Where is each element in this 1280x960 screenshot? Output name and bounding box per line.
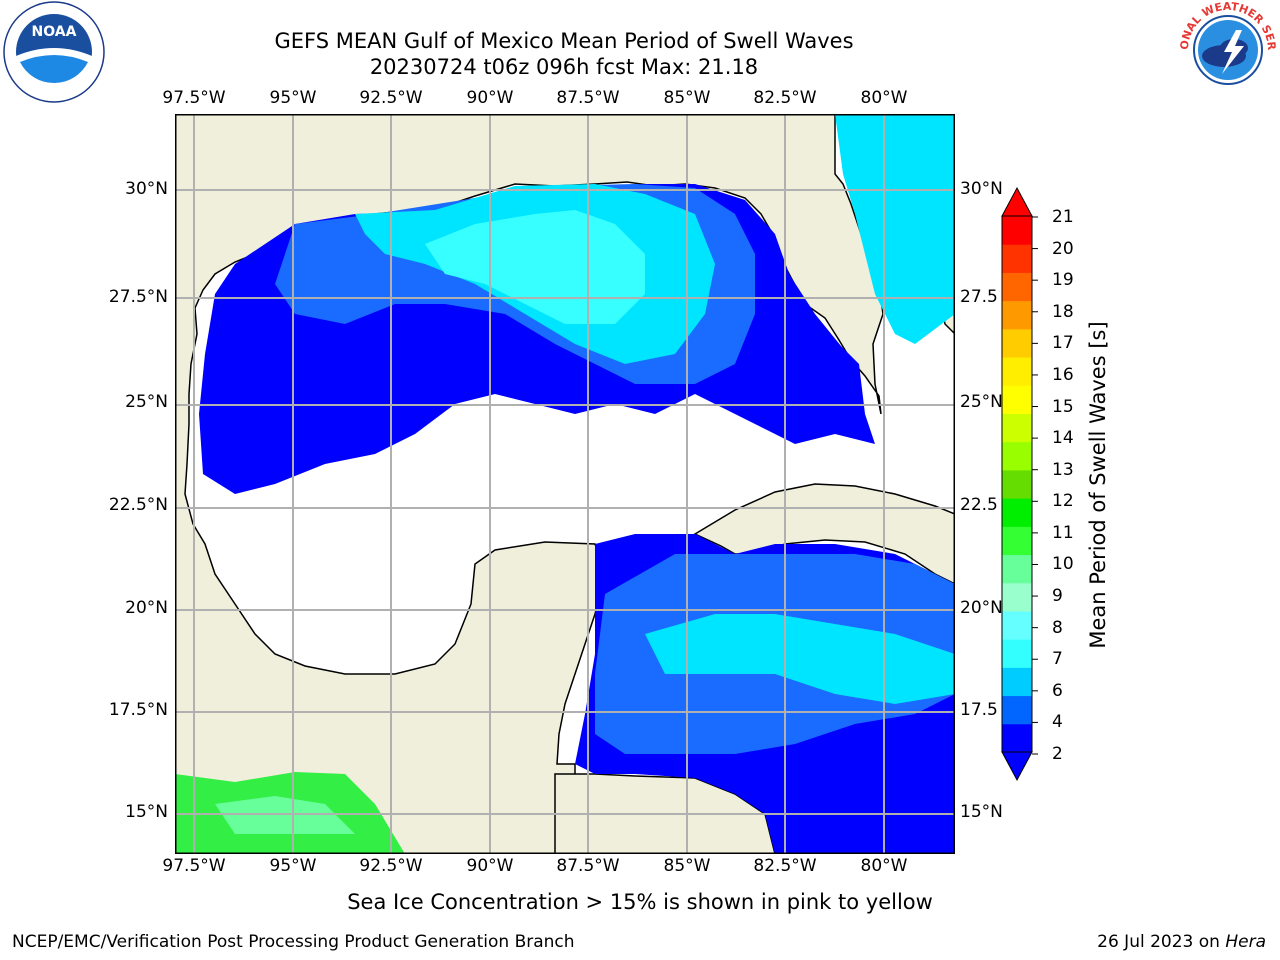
colorbar-tick-label: 6 bbox=[1052, 680, 1063, 701]
colorbar-tick-label: 9 bbox=[1052, 586, 1063, 607]
latitude-label: 22.5 bbox=[960, 495, 998, 515]
colorbar-tick-label: 20 bbox=[1052, 238, 1074, 259]
latitude-label: 27.5 bbox=[960, 287, 998, 307]
colorbar-tick-label: 16 bbox=[1052, 364, 1074, 385]
latitude-label: 30°N bbox=[125, 179, 168, 199]
footer-note: Sea Ice Concentration > 15% is shown in … bbox=[347, 890, 933, 914]
colorbar-segment bbox=[1002, 300, 1032, 330]
colorbar-segment bbox=[1002, 216, 1032, 245]
longitude-label: 95°W bbox=[269, 88, 317, 108]
longitude-label: 90°W bbox=[466, 856, 514, 876]
colorbar-tick-label: 7 bbox=[1052, 649, 1063, 670]
latitude-label: 30°N bbox=[960, 179, 1003, 199]
longitude-label: 92.5°W bbox=[359, 88, 423, 108]
longitude-label: 82.5°W bbox=[753, 88, 817, 108]
longitude-label: 87.5°W bbox=[556, 88, 620, 108]
colorbar-tick-label: 17 bbox=[1052, 333, 1074, 354]
colorbar-segment bbox=[1002, 639, 1032, 668]
colorbar-tick-label: 19 bbox=[1052, 270, 1074, 291]
credit-text: NCEP/EMC/Verification Post Processing Pr… bbox=[12, 932, 575, 952]
colorbar-segment bbox=[1002, 469, 1032, 499]
colorbar-segment bbox=[1002, 582, 1032, 612]
latitude-label: 15°N bbox=[125, 802, 168, 822]
longitude-label: 82.5°W bbox=[753, 856, 817, 876]
gridlines bbox=[175, 114, 955, 854]
colorbar-tick-label: 18 bbox=[1052, 301, 1074, 322]
latitude-label: 17.5°N bbox=[108, 700, 168, 720]
latitude-label: 27.5°N bbox=[108, 287, 168, 307]
noaa-logo-text: NOAA bbox=[32, 24, 77, 40]
longitude-label: 97.5°W bbox=[162, 88, 226, 108]
colorbar-tick-label: 11 bbox=[1052, 522, 1074, 543]
colorbar-segment bbox=[1002, 413, 1032, 443]
colorbar-segment bbox=[1002, 441, 1032, 471]
colorbar-tick-label: 15 bbox=[1052, 396, 1074, 417]
nws-logo: NATIONAL WEATHER SERVICE bbox=[1178, 0, 1278, 98]
map-panel bbox=[175, 114, 955, 854]
date-host: Hera bbox=[1225, 932, 1266, 952]
colorbar-tick-label: 10 bbox=[1052, 554, 1074, 575]
colorbar-tick-label: 14 bbox=[1052, 428, 1074, 449]
latitude-label: 15°N bbox=[960, 802, 1003, 822]
colorbar-segment bbox=[1002, 498, 1032, 527]
colorbar-segment bbox=[1002, 357, 1032, 386]
chart-title: GEFS MEAN Gulf of Mexico Mean Period of … bbox=[274, 29, 854, 53]
colorbar-tick-label: 21 bbox=[1052, 207, 1074, 227]
map-frame bbox=[175, 114, 955, 854]
longitude-label: 95°W bbox=[269, 856, 317, 876]
colorbar-segment bbox=[1002, 610, 1032, 640]
latitude-label: 20°N bbox=[125, 598, 168, 618]
colorbar-segment bbox=[1002, 695, 1032, 725]
longitude-label: 85°W bbox=[663, 88, 711, 108]
colorbar-segment bbox=[1002, 385, 1032, 414]
longitude-label: 92.5°W bbox=[359, 856, 423, 876]
colorbar-tick-label: 13 bbox=[1052, 459, 1074, 480]
colorbar-frame bbox=[1001, 215, 1033, 753]
noaa-logo: NOAA bbox=[3, 1, 105, 103]
longitude-label: 97.5°W bbox=[162, 856, 226, 876]
longitude-label: 87.5°W bbox=[556, 856, 620, 876]
date-text: 26 Jul 2023 on Hera bbox=[1097, 932, 1266, 952]
colorbar-segment bbox=[1002, 328, 1032, 358]
colorbar-tick-label: 2 bbox=[1052, 744, 1063, 764]
colorbar-segment bbox=[1002, 723, 1032, 753]
colorbar-segment bbox=[1002, 526, 1032, 556]
latitude-label: 17.5 bbox=[960, 700, 998, 720]
latitude-label: 20°N bbox=[960, 598, 1003, 618]
colorbar-segment bbox=[1002, 272, 1032, 302]
date-prefix: 26 Jul 2023 on bbox=[1097, 932, 1226, 952]
colorbar bbox=[1001, 186, 1038, 782]
colorbar-tick-label: 12 bbox=[1052, 491, 1074, 512]
longitude-label: 90°W bbox=[466, 88, 514, 108]
colorbar-segment bbox=[1002, 667, 1032, 697]
chart-subtitle: 20230724 t06z 096h fcst Max: 21.18 bbox=[369, 55, 759, 79]
colorbar-tick-label: 4 bbox=[1052, 712, 1063, 733]
longitude-label: 80°W bbox=[860, 88, 908, 108]
colorbar-title: Mean Period of Swell Waves [s] bbox=[1086, 321, 1110, 649]
colorbar-segment bbox=[1002, 244, 1032, 273]
colorbar-min-triangle bbox=[1001, 751, 1033, 782]
longitude-label: 85°W bbox=[663, 856, 711, 876]
colorbar-segment bbox=[1002, 554, 1032, 584]
latitude-label: 22.5°N bbox=[108, 495, 168, 515]
latitude-label: 25°N bbox=[125, 392, 168, 412]
longitude-label: 80°W bbox=[860, 856, 908, 876]
colorbar-tick-label: 8 bbox=[1052, 617, 1063, 638]
colorbar-max-triangle bbox=[1001, 186, 1033, 217]
latitude-label: 25°N bbox=[960, 392, 1003, 412]
